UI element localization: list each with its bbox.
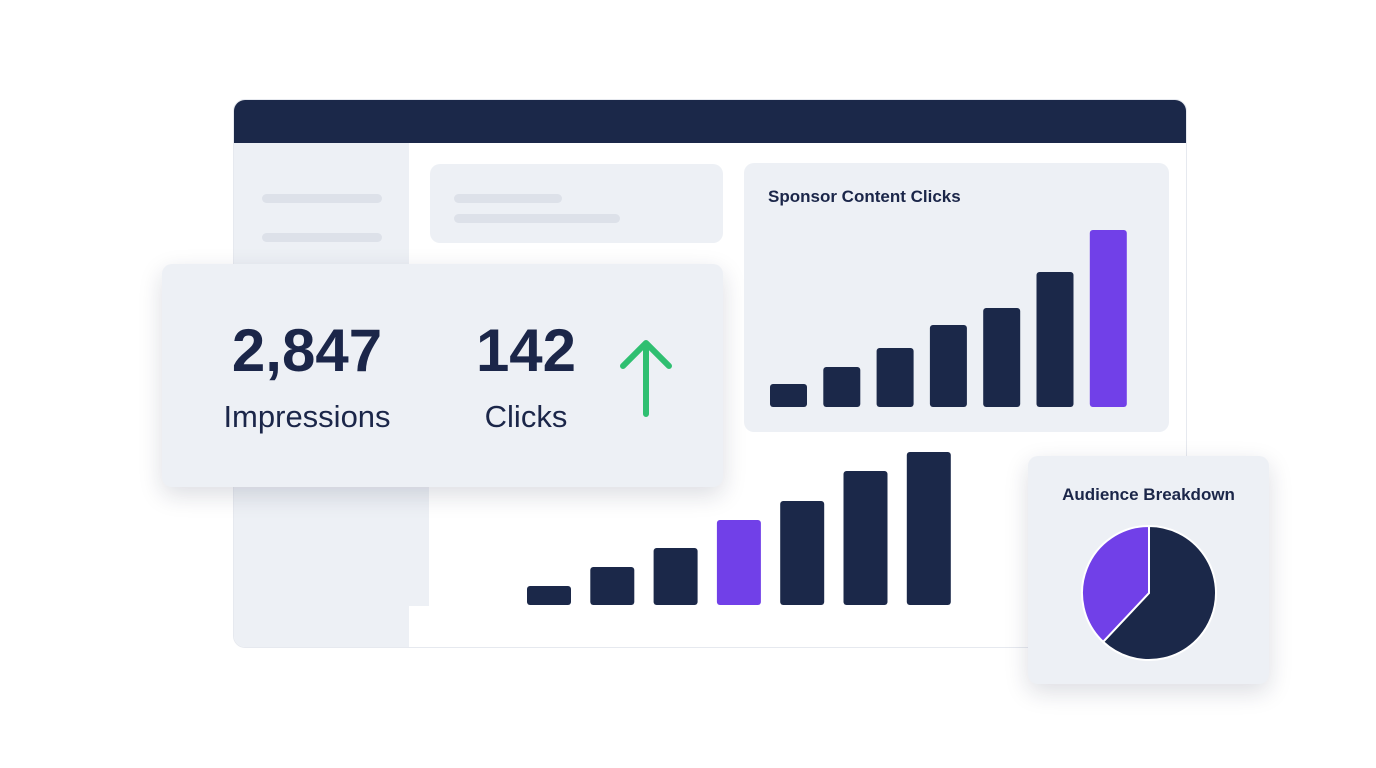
bar [906,452,951,605]
impressions-value: 2,847 [231,317,383,384]
main-bar-chart [527,452,951,605]
sponsor-chart-title: Sponsor Content Clicks [768,187,961,206]
audience-pie-chart [1081,524,1217,661]
bar [843,471,888,605]
bar [876,348,914,407]
placeholder-card [430,164,723,243]
sponsor-bar-chart [770,230,1127,407]
bar [1089,230,1127,407]
placeholder-line [454,214,620,223]
bar [780,501,825,605]
bar [527,586,571,605]
bar [1036,272,1074,407]
clicks-value: 142 [475,317,577,384]
bar [653,548,698,605]
metrics-card: 2,847 Impressions 142 Clicks [162,264,723,487]
pie-slice [1081,524,1150,644]
sponsor-clicks-card: Sponsor Content Clicks [744,163,1169,432]
arrow-up-icon [620,340,672,417]
bar [590,567,635,605]
impressions-label: Impressions [223,399,391,434]
sidebar-placeholder-line [262,194,382,203]
bar [983,308,1021,407]
window-header [234,100,1186,143]
placeholder-line [454,194,562,203]
sidebar-placeholder-line [262,233,382,242]
bar [716,520,761,605]
audience-chart-title: Audience Breakdown [1062,485,1235,504]
bar [823,367,861,407]
clicks-label: Clicks [484,399,568,434]
bar [770,384,807,407]
bar [929,325,967,407]
pie-slice [1101,524,1217,661]
audience-breakdown-card: Audience Breakdown [1028,456,1269,684]
sidebar-extension [409,480,429,606]
